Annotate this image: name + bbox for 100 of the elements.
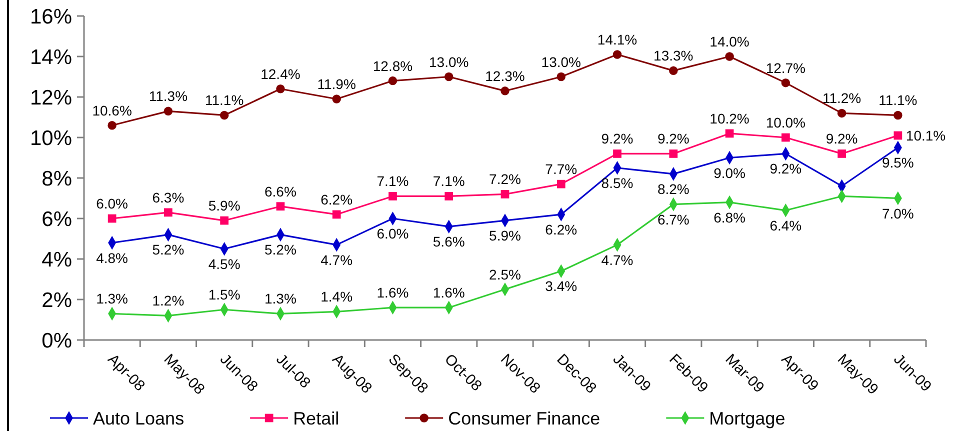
- point: [164, 208, 172, 217]
- point: [388, 192, 397, 200]
- data-label: 6.6%: [264, 183, 296, 200]
- legend-label: Consumer Finance: [448, 408, 600, 428]
- data-label: 7.1%: [376, 173, 409, 190]
- data-label: 5.2%: [264, 242, 296, 258]
- point: [164, 106, 173, 116]
- data-label: 11.1%: [878, 92, 918, 108]
- data-label: 7.1%: [432, 173, 465, 190]
- data-label: 5.9%: [489, 228, 521, 244]
- data-label: 10.1%: [906, 127, 946, 144]
- data-label: 9.2%: [601, 130, 634, 147]
- data-label: 6.7%: [657, 211, 690, 228]
- data-label: 9.2%: [657, 130, 690, 147]
- data-label: 1.6%: [376, 284, 409, 301]
- y-tick-label: 16%: [30, 5, 72, 28]
- data-label: 14.0%: [710, 34, 750, 50]
- data-label: 1.3%: [264, 290, 296, 307]
- data-label: 5.6%: [432, 234, 465, 250]
- point: [669, 150, 678, 158]
- data-label: 1.6%: [432, 284, 465, 301]
- data-label: 10.2%: [710, 110, 750, 126]
- data-label: 4.8%: [96, 250, 128, 266]
- legend-label: Retail: [293, 408, 340, 428]
- point: [894, 131, 902, 140]
- y-tick-label: 14%: [30, 46, 72, 69]
- point: [837, 108, 846, 118]
- point: [556, 180, 566, 188]
- point: [725, 129, 734, 138]
- data-label: 14.1%: [597, 31, 638, 48]
- data-label: 11.3%: [148, 88, 188, 104]
- point: [444, 72, 454, 82]
- data-label: 6.0%: [376, 226, 409, 242]
- point: [725, 52, 734, 61]
- legend-label: Mortgage: [709, 408, 786, 428]
- legend-label: Auto Loans: [93, 408, 184, 428]
- data-label: 6.2%: [545, 221, 578, 238]
- data-label: 6.0%: [96, 196, 128, 212]
- data-label: 4.7%: [320, 252, 353, 268]
- data-label: 12.4%: [260, 66, 300, 82]
- data-label: 8.2%: [657, 180, 690, 197]
- data-label: 12.7%: [766, 60, 806, 76]
- point: [276, 202, 285, 211]
- point: [108, 120, 116, 130]
- data-label: 13.0%: [429, 54, 469, 70]
- data-label: 7.0%: [882, 205, 914, 222]
- point: [388, 76, 398, 86]
- y-tick-label: 0%: [42, 329, 72, 352]
- data-label: 9.0%: [714, 164, 746, 181]
- data-label: 1.5%: [208, 286, 240, 303]
- point: [220, 110, 229, 120]
- data-label: 1.3%: [96, 290, 128, 307]
- y-tick-label: 8%: [42, 167, 72, 190]
- point: [781, 78, 790, 88]
- data-label: 6.2%: [320, 191, 353, 208]
- point: [220, 216, 229, 225]
- point: [332, 210, 341, 219]
- point: [669, 66, 678, 76]
- data-label: 13.0%: [541, 54, 581, 70]
- data-label: 9.2%: [826, 130, 858, 147]
- data-label: 10.0%: [766, 114, 806, 130]
- y-tick-label: 10%: [30, 126, 72, 150]
- point: [556, 72, 566, 82]
- data-label: 3.4%: [545, 278, 578, 294]
- y-tick-label: 2%: [42, 288, 72, 312]
- data-label: 10.6%: [92, 102, 132, 118]
- point: [444, 192, 454, 200]
- data-label: 6.3%: [152, 189, 184, 206]
- data-label: 4.5%: [208, 256, 240, 272]
- point: [894, 110, 902, 120]
- data-label: 6.8%: [714, 209, 746, 226]
- data-label: 11.1%: [204, 92, 244, 108]
- data-label: 7.2%: [489, 171, 521, 188]
- point: [500, 190, 510, 198]
- data-label: 8.5%: [601, 174, 634, 191]
- point: [332, 94, 341, 104]
- point: [276, 84, 285, 94]
- data-label: 5.9%: [208, 198, 240, 214]
- y-tick-label: 12%: [30, 86, 72, 110]
- point: [613, 150, 622, 158]
- point: [838, 150, 846, 158]
- data-label: 6.4%: [770, 217, 802, 234]
- y-tick-label: 6%: [42, 208, 72, 231]
- point: [108, 214, 116, 223]
- data-label: 4.7%: [601, 252, 634, 268]
- point: [781, 133, 790, 142]
- data-label: 11.2%: [822, 90, 862, 106]
- point: [612, 50, 622, 59]
- data-label: 7.7%: [545, 161, 578, 178]
- data-label: 13.3%: [654, 48, 694, 64]
- data-label: 11.9%: [317, 76, 356, 92]
- data-label: 12.8%: [372, 58, 413, 74]
- data-label: 2.5%: [489, 266, 521, 282]
- y-tick-label: 4%: [42, 248, 72, 272]
- data-label: 1.4%: [320, 288, 353, 305]
- point: [500, 86, 510, 96]
- data-label: 1.2%: [152, 292, 184, 309]
- data-label: 5.2%: [152, 242, 184, 258]
- data-label: 9.5%: [882, 154, 914, 171]
- data-label: 12.3%: [485, 68, 525, 84]
